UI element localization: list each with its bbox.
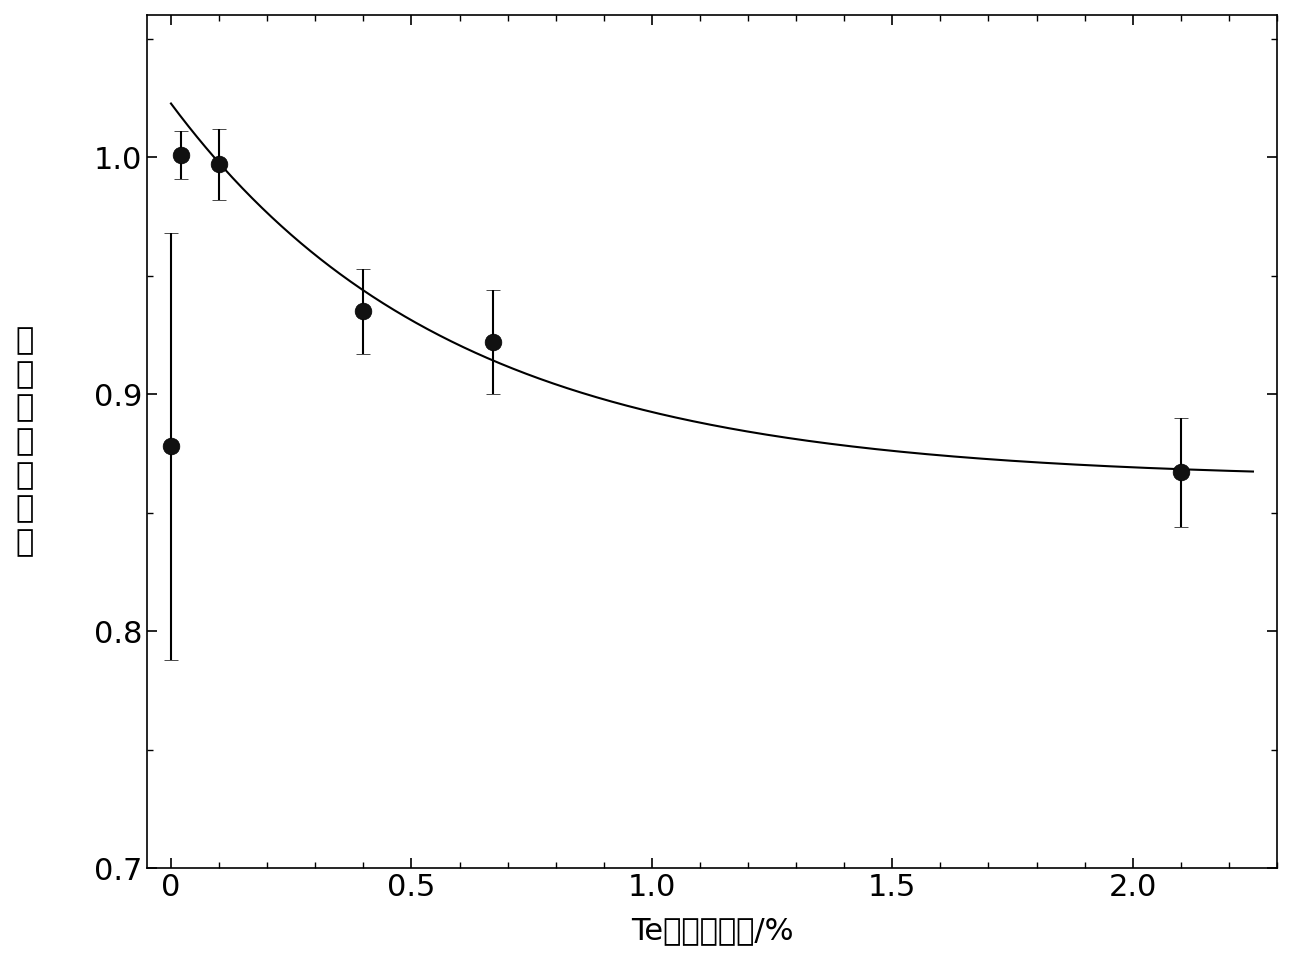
X-axis label: Te的掺杂比例/%: Te的掺杂比例/% (630, 916, 793, 945)
Y-axis label: 输
出
归
一
化
能
量: 输 出 归 一 化 能 量 (16, 326, 34, 557)
